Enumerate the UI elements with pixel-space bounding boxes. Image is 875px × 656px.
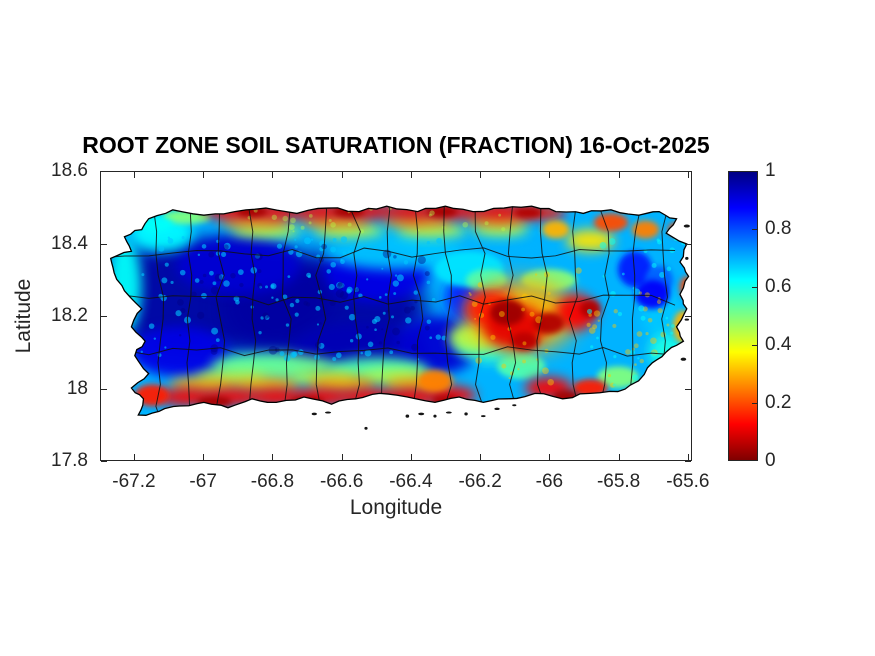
y-tick-mark <box>101 243 107 245</box>
y-tick-mark <box>101 388 107 390</box>
x-tick-mark <box>272 172 274 178</box>
x-tick-mark <box>549 172 551 178</box>
x-tick-label: -67.2 <box>112 471 156 492</box>
colorbar-tick-mark <box>752 229 757 230</box>
colorbar <box>728 171 758 461</box>
x-tick-label: -66.2 <box>458 471 502 492</box>
x-tick-label: -66.8 <box>250 471 295 492</box>
chart-title: ROOT ZONE SOIL SATURATION (FRACTION) 16-… <box>82 132 710 158</box>
x-tick-label: -65.8 <box>596 471 641 492</box>
y-tick-label: 18.4 <box>51 232 88 254</box>
plot-area <box>100 171 692 461</box>
y-tick-label: 18 <box>66 377 88 399</box>
map-svg <box>109 205 690 430</box>
x-tick-mark <box>203 172 205 178</box>
y-tick-mark <box>685 243 691 245</box>
x-tick-mark <box>133 172 135 178</box>
x-tick-mark <box>480 454 482 460</box>
y-tick-mark <box>685 461 691 462</box>
colorbar-tick-label: 0.4 <box>765 334 792 355</box>
y-tick-label: 18.2 <box>51 305 88 326</box>
y-tick-label: 17.8 <box>51 450 88 471</box>
y-tick-label: 18.6 <box>51 160 88 181</box>
y-tick-mark <box>101 316 107 317</box>
x-tick-mark <box>410 454 412 460</box>
x-tick-label: -67 <box>189 471 217 492</box>
x-tick-label: -66 <box>535 471 564 492</box>
x-tick-label: -66.6 <box>319 471 364 492</box>
colorbar-tick-mark <box>752 287 757 288</box>
y-tick-mark <box>685 388 691 390</box>
x-tick-mark <box>272 454 274 460</box>
y-tick-mark <box>101 461 107 462</box>
x-tick-mark <box>203 454 205 460</box>
y-tick-mark <box>685 171 691 172</box>
x-tick-mark <box>410 172 412 178</box>
x-tick-mark <box>549 454 551 460</box>
x-tick-label: -66.4 <box>389 471 433 492</box>
offshore-islets <box>311 224 690 430</box>
x-tick-mark <box>133 454 135 460</box>
colorbar-tick-label: 0 <box>765 450 776 471</box>
x-tick-mark <box>341 454 343 460</box>
x-tick-mark <box>480 172 482 178</box>
colorbar-tick-label: 0.6 <box>765 276 792 297</box>
coastline <box>109 205 690 416</box>
x-tick-mark <box>618 454 620 460</box>
x-tick-mark <box>687 454 689 460</box>
x-tick-label: -65.6 <box>666 471 710 492</box>
colorbar-tick-label: 1 <box>765 160 776 181</box>
saturation-raster <box>110 206 689 416</box>
x-tick-mark <box>687 172 689 178</box>
y-tick-mark <box>101 171 107 172</box>
colorbar-tick-mark <box>752 345 757 346</box>
x-tick-mark <box>618 172 620 178</box>
y-tick-mark <box>685 316 691 317</box>
colorbar-tick-label: 0.8 <box>765 218 792 239</box>
x-axis-label: Longitude <box>349 496 443 519</box>
puerto-rico-heatmap <box>101 172 691 460</box>
colorbar-tick-label: 0.2 <box>765 392 792 413</box>
colorbar-tick-mark <box>752 403 757 404</box>
x-tick-mark <box>341 172 343 178</box>
